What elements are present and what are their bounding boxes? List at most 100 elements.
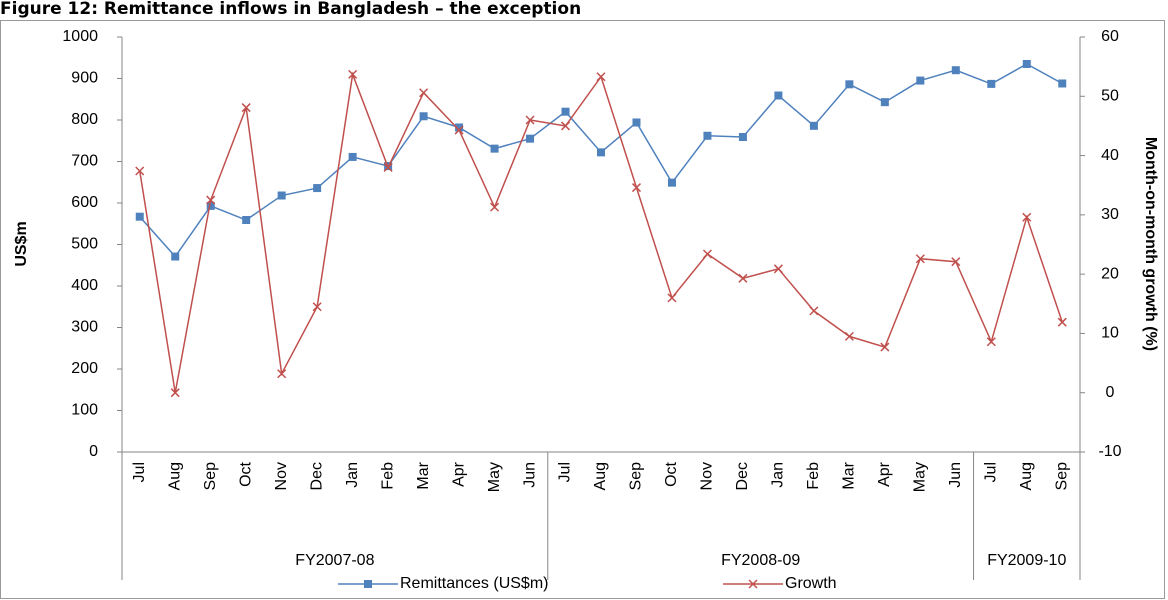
marker — [383, 162, 393, 172]
marker — [206, 195, 216, 205]
x-tick-label: Oct — [237, 461, 254, 486]
x-tick-label: Mar — [415, 461, 432, 489]
y2-tick-label: 50 — [1101, 88, 1119, 105]
y-tick-label: 200 — [71, 360, 98, 377]
marker — [738, 273, 748, 283]
marker — [809, 121, 818, 130]
y2-tick-label: -10 — [1098, 443, 1121, 460]
y2-tick-label: 40 — [1101, 147, 1119, 164]
y-tick-label: 800 — [71, 111, 98, 128]
marker — [1057, 317, 1067, 327]
y-tick-label: 100 — [71, 402, 98, 419]
marker — [348, 69, 358, 79]
marker — [773, 264, 783, 274]
marker — [916, 76, 925, 85]
marker — [597, 148, 605, 157]
marker — [277, 191, 286, 200]
x-tick-label: May — [486, 462, 503, 492]
marker — [135, 212, 144, 221]
y-tick-label: 500 — [71, 236, 98, 253]
y-tick-label: 1000 — [62, 28, 98, 45]
marker — [703, 131, 712, 140]
marker — [560, 121, 571, 131]
x-tick-label: Jun — [521, 462, 538, 488]
marker — [987, 79, 996, 88]
x-tick-label: Jul — [557, 462, 574, 482]
marker — [490, 202, 500, 212]
marker — [419, 88, 429, 98]
marker — [419, 112, 428, 121]
group-label: FY2007-08 — [295, 552, 374, 569]
marker — [667, 293, 677, 303]
marker — [526, 134, 535, 143]
legend-marker — [748, 579, 758, 589]
marker — [631, 183, 642, 193]
marker — [1022, 212, 1032, 222]
x-tick-label: Jul — [983, 462, 1000, 482]
marker — [915, 254, 925, 264]
marker — [738, 133, 747, 142]
x-tick-label: Sep — [1053, 462, 1070, 491]
marker — [667, 178, 676, 187]
series-line — [139, 63, 1063, 258]
x-tick-label: Jul — [131, 462, 148, 482]
marker — [702, 249, 712, 259]
x-tick-label: Nov — [699, 462, 716, 490]
marker — [241, 103, 251, 113]
x-tick-label: Feb — [805, 462, 822, 490]
legend-label: Growth — [785, 575, 837, 592]
marker — [561, 107, 570, 116]
marker — [206, 201, 215, 210]
y-axis-title: US$m — [13, 221, 30, 266]
x-tick-label: Sep — [202, 462, 219, 491]
y2-tick-label: 0 — [1106, 384, 1115, 401]
marker — [844, 331, 854, 341]
marker — [951, 66, 960, 75]
marker — [1058, 79, 1067, 88]
y2-tick-label: 20 — [1101, 265, 1119, 282]
marker — [951, 257, 961, 267]
y2-tick-label: 60 — [1101, 28, 1119, 45]
x-tick-label: Oct — [663, 461, 680, 486]
marker — [986, 337, 996, 347]
group-label: FY2009-10 — [987, 552, 1066, 569]
marker — [774, 91, 783, 100]
x-tick-label: Aug — [592, 462, 609, 490]
marker — [880, 98, 889, 107]
marker — [312, 302, 322, 312]
y-tick-label: 700 — [71, 153, 98, 170]
x-tick-label: Aug — [1018, 462, 1035, 490]
marker — [277, 369, 287, 379]
x-tick-label: Dec — [308, 462, 325, 490]
x-tick-label: Sep — [628, 462, 645, 491]
y-tick-label: 0 — [89, 443, 98, 460]
y-tick-label: 900 — [71, 70, 98, 87]
marker — [490, 144, 499, 153]
x-tick-label: Apr — [876, 461, 893, 487]
x-tick-label: Aug — [166, 462, 183, 490]
x-tick-label: Dec — [734, 462, 751, 490]
x-tick-label: Jun — [947, 462, 964, 488]
y-tick-label: 400 — [71, 277, 98, 294]
x-tick-label: Feb — [379, 462, 396, 490]
y2-tick-label: 10 — [1101, 325, 1119, 342]
marker — [845, 80, 854, 89]
chart-title: Figure 12: Remittance inflows in Banglad… — [0, 0, 581, 19]
group-label: FY2008-09 — [721, 552, 800, 569]
x-tick-label: May — [912, 462, 929, 492]
marker — [525, 115, 535, 125]
chart-border — [0, 20, 1165, 599]
marker — [242, 216, 251, 225]
marker — [454, 125, 464, 135]
marker — [348, 152, 357, 161]
x-tick-label: Jan — [770, 462, 787, 488]
marker — [313, 184, 322, 193]
marker — [170, 388, 180, 398]
x-tick-label: Nov — [273, 462, 290, 490]
marker — [1022, 59, 1031, 68]
marker — [135, 166, 145, 176]
marker — [171, 252, 180, 261]
x-tick-label: Apr — [450, 461, 467, 487]
y2-axis-title: Month-on-month growth (%) — [1142, 137, 1159, 351]
